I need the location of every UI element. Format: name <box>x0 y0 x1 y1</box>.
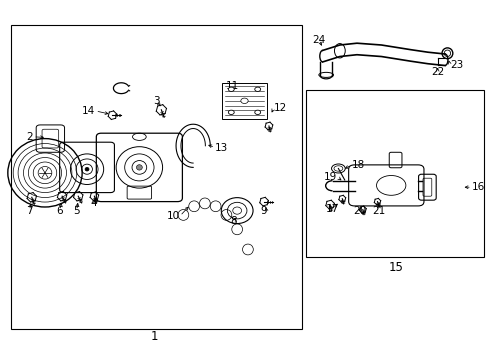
Text: 8: 8 <box>230 216 237 226</box>
Text: 3: 3 <box>153 96 160 106</box>
Ellipse shape <box>85 167 89 171</box>
Text: 23: 23 <box>449 60 462 70</box>
Text: 4: 4 <box>90 198 97 208</box>
Text: 1: 1 <box>150 330 158 343</box>
Text: 10: 10 <box>166 211 180 221</box>
Ellipse shape <box>240 98 247 103</box>
Text: 13: 13 <box>215 143 228 153</box>
Ellipse shape <box>228 87 234 91</box>
Bar <box>11 25 301 329</box>
Text: 17: 17 <box>325 204 339 214</box>
Text: 19: 19 <box>324 172 337 182</box>
Ellipse shape <box>228 110 234 114</box>
Text: 21: 21 <box>371 206 385 216</box>
Ellipse shape <box>136 165 142 170</box>
Text: 18: 18 <box>351 160 365 170</box>
Text: 22: 22 <box>430 67 444 77</box>
Text: 7: 7 <box>26 206 33 216</box>
Text: 2: 2 <box>26 132 33 142</box>
Text: 16: 16 <box>471 182 484 192</box>
Text: 12: 12 <box>273 103 286 113</box>
Ellipse shape <box>254 87 260 91</box>
Text: 11: 11 <box>225 81 239 91</box>
Text: 14: 14 <box>82 106 95 116</box>
Bar <box>222 83 266 119</box>
Bar <box>305 90 483 257</box>
Text: 5: 5 <box>73 206 80 216</box>
Text: 20: 20 <box>353 206 366 216</box>
Text: 15: 15 <box>388 261 403 274</box>
Ellipse shape <box>254 110 260 114</box>
Text: 9: 9 <box>259 206 266 216</box>
Text: 6: 6 <box>56 206 63 216</box>
Text: 24: 24 <box>312 35 325 45</box>
